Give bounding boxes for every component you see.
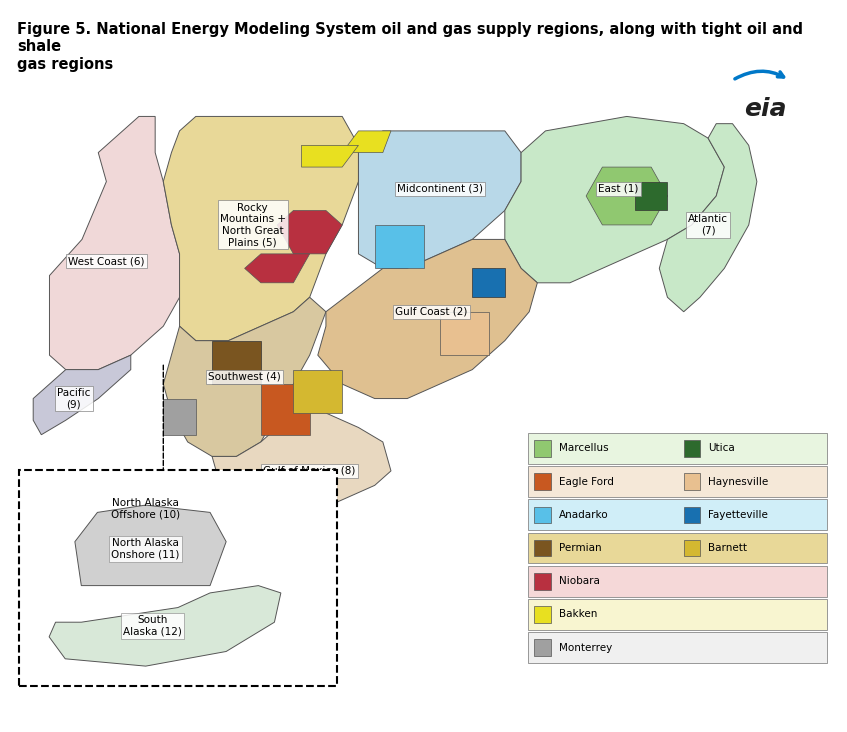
Polygon shape	[635, 182, 667, 211]
Text: West Coast (6): West Coast (6)	[68, 256, 145, 266]
Polygon shape	[318, 239, 537, 398]
Text: Gulf Coast (2): Gulf Coast (2)	[396, 307, 468, 317]
Polygon shape	[245, 254, 310, 283]
Polygon shape	[49, 586, 281, 666]
Text: Monterrey: Monterrey	[559, 643, 612, 652]
Text: Midcontinent (3): Midcontinent (3)	[396, 184, 483, 194]
Text: Rocky
Mountains +
North Great
Plains (5): Rocky Mountains + North Great Plains (5)	[219, 203, 285, 247]
FancyBboxPatch shape	[534, 507, 551, 523]
FancyBboxPatch shape	[529, 533, 827, 564]
FancyBboxPatch shape	[529, 466, 827, 497]
Text: Anadarko: Anadarko	[559, 510, 608, 520]
FancyBboxPatch shape	[529, 566, 827, 597]
FancyBboxPatch shape	[684, 539, 700, 556]
Text: Bakken: Bakken	[559, 610, 597, 619]
Polygon shape	[33, 355, 130, 435]
Polygon shape	[374, 225, 424, 269]
Text: Gulf of Mexico (8): Gulf of Mexico (8)	[263, 466, 356, 476]
FancyBboxPatch shape	[684, 507, 700, 523]
Polygon shape	[212, 340, 261, 384]
FancyBboxPatch shape	[529, 632, 827, 663]
Polygon shape	[163, 116, 358, 340]
Text: Haynesville: Haynesville	[708, 477, 768, 487]
FancyBboxPatch shape	[534, 573, 551, 589]
FancyBboxPatch shape	[529, 599, 827, 630]
Polygon shape	[293, 370, 342, 413]
FancyBboxPatch shape	[684, 474, 700, 490]
Polygon shape	[342, 131, 391, 152]
FancyBboxPatch shape	[534, 440, 551, 457]
Text: Atlantic
(7): Atlantic (7)	[688, 214, 728, 236]
Text: Eagle Ford: Eagle Ford	[559, 477, 613, 487]
Text: Southwest (4): Southwest (4)	[208, 372, 281, 382]
Text: eia: eia	[744, 97, 786, 122]
Polygon shape	[261, 384, 310, 435]
Text: Marcellus: Marcellus	[559, 444, 608, 453]
Text: Pacific
(9): Pacific (9)	[57, 388, 91, 409]
FancyBboxPatch shape	[529, 433, 827, 464]
Text: Barnett: Barnett	[708, 543, 747, 553]
Polygon shape	[212, 413, 391, 515]
Polygon shape	[277, 211, 342, 254]
FancyBboxPatch shape	[534, 606, 551, 623]
Text: Figure 5. National Energy Modeling System oil and gas supply regions, along with: Figure 5. National Energy Modeling Syste…	[17, 22, 803, 72]
Polygon shape	[302, 146, 358, 167]
Text: Fayetteville: Fayetteville	[708, 510, 768, 520]
Text: Utica: Utica	[708, 444, 735, 453]
FancyBboxPatch shape	[534, 539, 551, 556]
Polygon shape	[473, 269, 505, 297]
FancyBboxPatch shape	[534, 639, 551, 656]
Text: South
Alaska (12): South Alaska (12)	[123, 615, 181, 637]
Text: North Alaska
Offshore (10): North Alaska Offshore (10)	[111, 498, 180, 520]
FancyBboxPatch shape	[19, 471, 337, 687]
FancyBboxPatch shape	[684, 440, 700, 457]
Polygon shape	[358, 131, 521, 269]
Text: East (1): East (1)	[599, 184, 639, 194]
Polygon shape	[163, 297, 326, 457]
Polygon shape	[505, 116, 724, 283]
Polygon shape	[659, 124, 757, 312]
FancyBboxPatch shape	[534, 474, 551, 490]
Polygon shape	[440, 312, 489, 355]
Polygon shape	[163, 398, 196, 435]
Text: Niobara: Niobara	[559, 576, 600, 586]
Polygon shape	[49, 116, 180, 370]
Text: Permian: Permian	[559, 543, 601, 553]
Polygon shape	[586, 167, 667, 225]
FancyBboxPatch shape	[529, 499, 827, 530]
Polygon shape	[75, 505, 226, 586]
Text: North Alaska
Onshore (11): North Alaska Onshore (11)	[112, 538, 180, 560]
